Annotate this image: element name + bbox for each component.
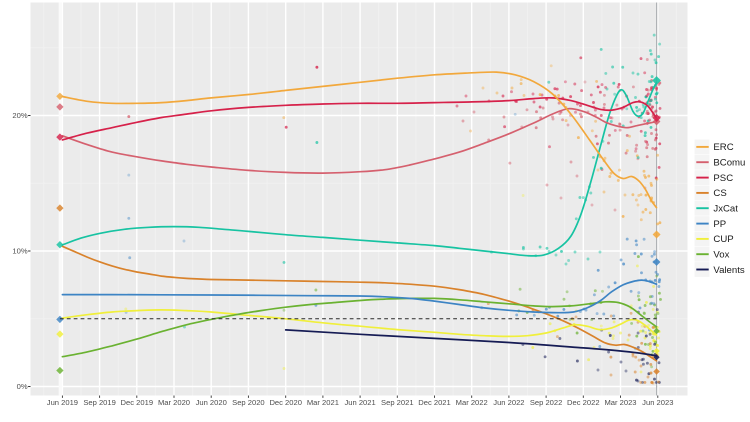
svg-text:Jun 2019: Jun 2019 bbox=[47, 398, 78, 407]
svg-text:JxCat: JxCat bbox=[713, 204, 738, 215]
svg-text:Sep 2022: Sep 2022 bbox=[530, 398, 563, 407]
svg-text:Dec 2020: Dec 2020 bbox=[269, 398, 302, 407]
svg-text:Jun 2021: Jun 2021 bbox=[344, 398, 375, 407]
svg-text:Mar 2021: Mar 2021 bbox=[307, 398, 339, 407]
svg-text:Jun 2020: Jun 2020 bbox=[196, 398, 227, 407]
svg-text:Valents: Valents bbox=[713, 265, 744, 276]
svg-text:CUP: CUP bbox=[713, 234, 733, 245]
svg-text:Mar 2023: Mar 2023 bbox=[604, 398, 636, 407]
svg-text:Jun 2023: Jun 2023 bbox=[642, 398, 673, 407]
svg-text:Dec 2019: Dec 2019 bbox=[121, 398, 154, 407]
svg-text:10%: 10% bbox=[12, 247, 27, 256]
svg-text:Sep 2021: Sep 2021 bbox=[381, 398, 414, 407]
svg-text:PP: PP bbox=[713, 219, 726, 230]
svg-text:Vox: Vox bbox=[713, 250, 729, 261]
svg-text:Dec 2021: Dec 2021 bbox=[418, 398, 451, 407]
svg-text:Mar 2022: Mar 2022 bbox=[456, 398, 488, 407]
svg-text:CS: CS bbox=[713, 188, 726, 199]
svg-text:BComu: BComu bbox=[713, 158, 745, 169]
svg-text:20%: 20% bbox=[12, 111, 27, 120]
svg-text:ERC: ERC bbox=[713, 142, 733, 153]
svg-text:0%: 0% bbox=[17, 382, 28, 391]
svg-text:Jun 2022: Jun 2022 bbox=[493, 398, 524, 407]
svg-text:Sep 2020: Sep 2020 bbox=[232, 398, 265, 407]
svg-text:PSC: PSC bbox=[713, 173, 733, 184]
svg-text:Sep 2019: Sep 2019 bbox=[83, 398, 116, 407]
svg-text:Mar 2020: Mar 2020 bbox=[158, 398, 190, 407]
svg-text:Dec 2022: Dec 2022 bbox=[567, 398, 600, 407]
